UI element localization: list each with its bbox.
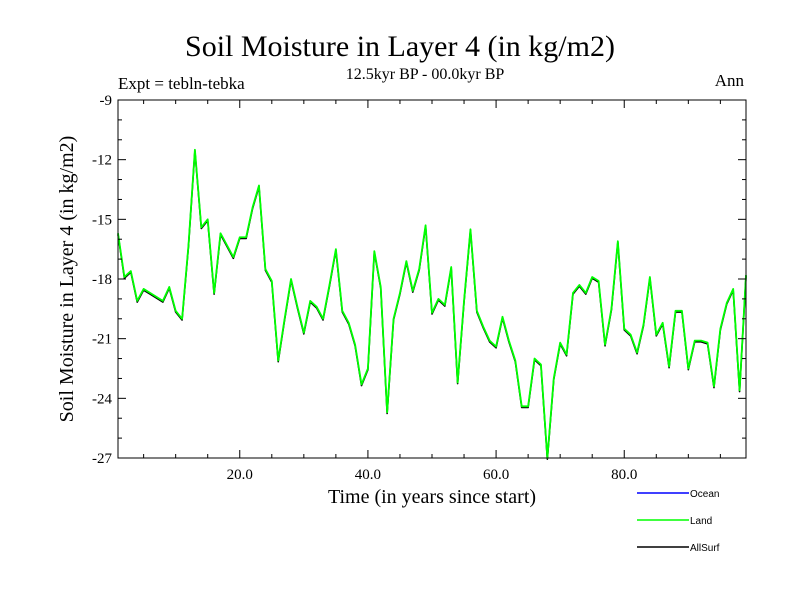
y-axis-label: Soil Moisture in Layer 4 (in kg/m2) xyxy=(56,136,78,423)
x-tick-label: 40.0 xyxy=(355,467,381,483)
x-tick-label: 60.0 xyxy=(483,467,509,483)
y-tick-label: -24 xyxy=(92,391,112,407)
chart-title: Soil Moisture in Layer 4 (in kg/m2) xyxy=(185,30,615,63)
y-tick-label: -12 xyxy=(92,153,112,169)
y-tick-label: -9 xyxy=(100,93,113,109)
period-label: Ann xyxy=(714,71,744,90)
legend-label-land: Land xyxy=(690,516,712,527)
y-tick-label: -18 xyxy=(92,272,112,288)
chart-subtitle: 12.5kyr BP - 00.0kyr BP xyxy=(345,66,505,83)
series-line-land xyxy=(117,148,747,459)
legend: Ocean Land AllSurf xyxy=(637,489,720,554)
x-tick-label: 80.0 xyxy=(611,467,637,483)
y-tick-label: -21 xyxy=(92,332,112,348)
legend-label-allsurf: AllSurf xyxy=(690,543,720,554)
legend-label-ocean: Ocean xyxy=(690,489,719,500)
x-axis-label: Time (in years since start) xyxy=(328,486,536,508)
x-tick-label: 20.0 xyxy=(227,467,253,483)
y-tick-label: -27 xyxy=(92,451,112,467)
experiment-label: Expt = tebln-tebka xyxy=(118,74,245,93)
y-tick-label: -15 xyxy=(92,212,112,228)
